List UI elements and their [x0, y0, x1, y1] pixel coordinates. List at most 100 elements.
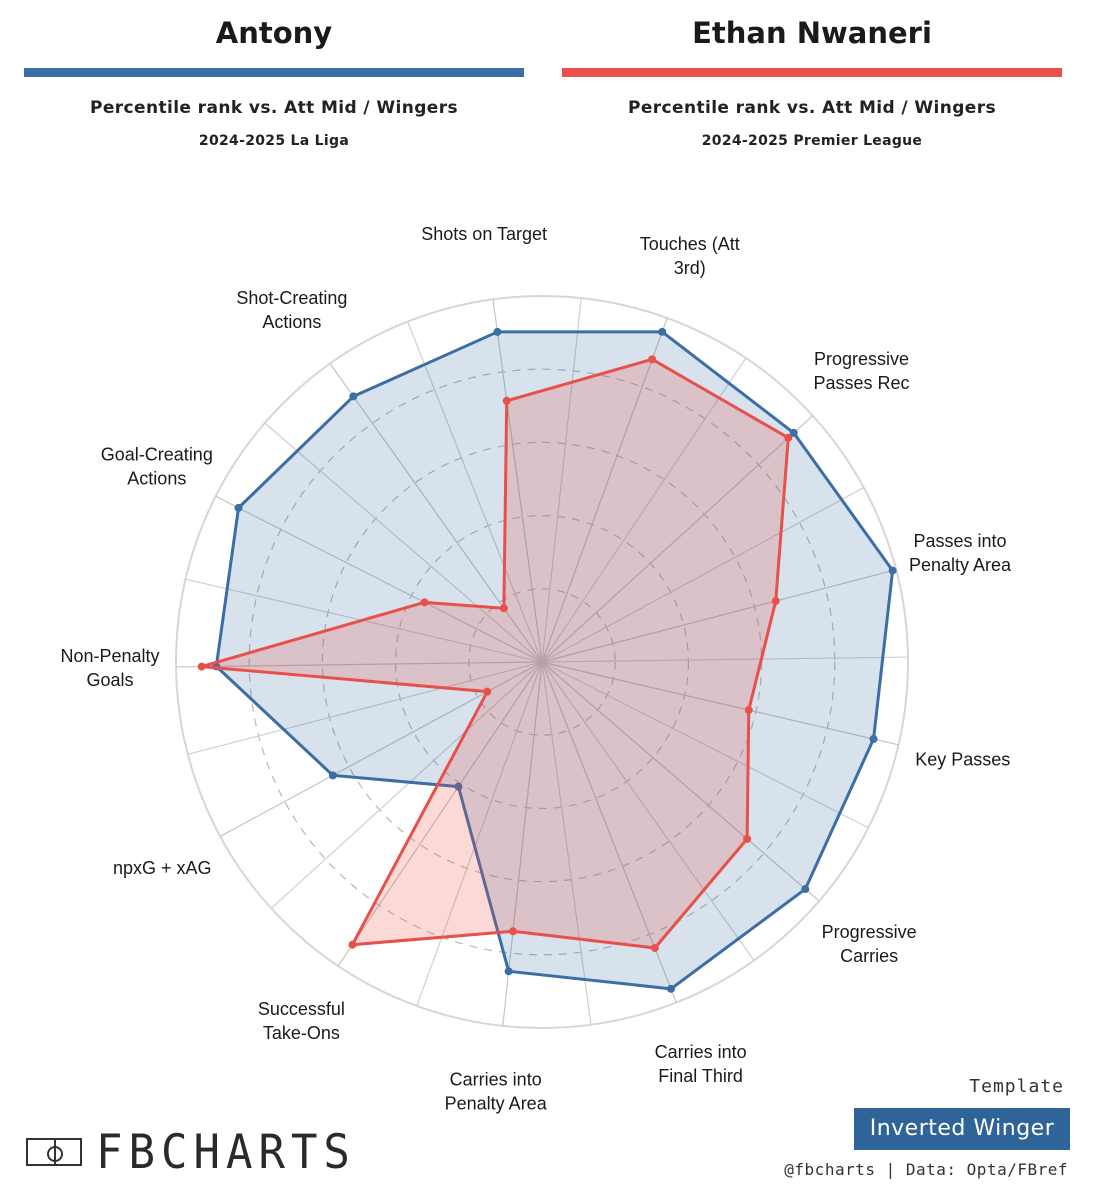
series-2-point-7 — [508, 927, 517, 936]
axis-label-13: Shots on Target — [421, 224, 547, 244]
series-2-point-5 — [743, 834, 752, 843]
axis-label-3-line-2: Penalty Area — [909, 555, 1012, 575]
axis-spoke-2 — [541, 415, 814, 663]
axis-spoke-8 — [337, 661, 543, 967]
axis-spoke-12 — [329, 363, 543, 663]
series-1-point-1 — [658, 327, 667, 336]
axis-label-6-line-2: Final Third — [658, 1066, 743, 1086]
sector-divider-9 — [187, 661, 543, 755]
season-league-left: 2024-2025 La Liga — [198, 133, 350, 149]
sector-divider-12 — [407, 321, 543, 663]
outer-ring — [175, 295, 909, 1029]
series-1-point-3 — [888, 566, 897, 575]
axis-label-5-line-1: Progressive — [822, 922, 917, 942]
axis-spoke-1 — [541, 317, 668, 663]
sector-divider-5 — [541, 661, 755, 961]
sector-divider-1 — [541, 357, 747, 663]
axis-label-5-line-2: Carries — [840, 946, 898, 966]
axis-label-10-line-1: Non-Penalty — [61, 646, 160, 666]
axis-label-12-line-1: Shot-Creating — [236, 288, 347, 308]
logo-text: FBCHARTS — [96, 1124, 356, 1180]
series-2-point-10 — [197, 662, 206, 671]
axis-label-4: Key Passes — [915, 750, 1010, 770]
axis-spoke-5 — [541, 661, 820, 902]
axis-label-12-line-2: Actions — [262, 312, 321, 332]
sector-divider-8 — [270, 661, 543, 909]
series-2-point-12 — [499, 604, 508, 613]
axis-label-9: npxG + xAG — [113, 858, 212, 878]
axis-label-8: Successful Take-Ons — [258, 999, 345, 1043]
axis-label-1-line-2: 3rd) — [674, 258, 706, 278]
axis-label-12: Shot-Creating Actions — [236, 288, 347, 332]
series-1-point-4 — [869, 735, 878, 744]
axis-label-2-line-1: Progressive — [814, 349, 909, 369]
axis-label-11-line-2: Actions — [127, 468, 186, 488]
player-header-right: Ethan Nwaneri — [562, 0, 1062, 49]
grid-ring-4 — [248, 368, 836, 956]
series-1-point-9 — [328, 771, 337, 780]
comparison-right: Percentile rank vs. Att Mid / Wingers — [627, 98, 997, 118]
axis-label-9-line-1: npxG + xAG — [113, 858, 212, 878]
series-2-point-13 — [502, 396, 511, 405]
player-color-bar-left — [24, 68, 524, 77]
axis-spoke-7 — [502, 661, 543, 1026]
axis-spoke-3 — [541, 569, 897, 663]
series-1-point-5 — [801, 885, 810, 894]
axis-label-6: Carries into Final Third — [655, 1042, 747, 1086]
data-credit: @fbcharts | Data: Opta/FBref — [784, 1160, 1068, 1179]
sector-divider-4 — [541, 661, 869, 829]
series-1-point-2 — [789, 428, 798, 437]
sector-divider-13 — [541, 298, 582, 663]
sector-divider-7 — [416, 661, 543, 1007]
axis-label-11: Goal-Creating Actions — [101, 444, 213, 488]
grid-ring-2 — [395, 514, 689, 809]
axis-label-7-line-2: Penalty Area — [445, 1094, 548, 1114]
sector-divider-11 — [264, 422, 543, 663]
series-2-point-6 — [650, 943, 659, 952]
axis-label-8-line-2: Take-Ons — [263, 1023, 340, 1043]
series-1-point-6 — [666, 984, 675, 993]
grid-ring-1 — [468, 588, 616, 736]
axis-label-10-line-2: Goals — [87, 670, 134, 690]
axis-label-5: Progressive Carries — [822, 922, 917, 966]
axis-label-2-line-2: Passes Rec — [813, 373, 909, 393]
series-1-point-8 — [454, 782, 463, 791]
axis-label-1-line-1: Touches (Att — [640, 234, 740, 254]
template-name-badge: Inverted Winger — [854, 1108, 1070, 1150]
sector-divider-2 — [541, 487, 865, 663]
series-1-point-7 — [504, 967, 513, 976]
player-name-right: Ethan Nwaneri — [692, 16, 932, 50]
player-header-left: Antony — [24, 0, 524, 49]
axis-spoke-4 — [541, 661, 899, 746]
axis-label-8-line-1: Successful — [258, 999, 345, 1019]
sector-divider-6 — [541, 661, 592, 1025]
axis-label-7: Carries into Penalty Area — [445, 1070, 548, 1114]
sector-divider-3 — [541, 656, 908, 663]
series-area-1 — [214, 330, 895, 991]
season-league-right: 2024-2025 Premier League — [701, 133, 923, 149]
template-label: Template — [969, 1076, 1064, 1097]
axis-label-13-line-1: Shots on Target — [421, 224, 547, 244]
pitch-icon — [26, 1138, 82, 1166]
series-1-point-13 — [493, 327, 502, 336]
series-2-point-2 — [784, 433, 793, 442]
fbcharts-logo: FBCHARTS — [26, 1124, 356, 1180]
comparison-left: Percentile rank vs. Att Mid / Wingers — [89, 98, 459, 118]
series-2-point-3 — [771, 597, 780, 606]
axis-label-6-line-1: Carries into — [655, 1042, 747, 1062]
series-2-point-9 — [483, 687, 492, 696]
axis-spoke-13 — [492, 299, 543, 663]
axis-label-7-line-1: Carries into — [450, 1070, 542, 1090]
axis-label-2: Progressive Passes Rec — [813, 349, 909, 393]
axis-label-10: Non-Penalty Goals — [61, 646, 160, 690]
series-2-point-11 — [420, 598, 429, 607]
axis-label-11-line-1: Goal-Creating — [101, 444, 213, 464]
player-color-bar-right — [562, 68, 1062, 77]
axis-label-3: Passes into Penalty Area — [909, 531, 1012, 575]
axis-label-4-line-1: Key Passes — [915, 750, 1010, 770]
axis-label-3-line-1: Passes into — [913, 531, 1006, 551]
series-1-point-12 — [349, 392, 358, 401]
series-2-point-8 — [348, 940, 357, 949]
axis-spoke-11 — [215, 495, 543, 663]
